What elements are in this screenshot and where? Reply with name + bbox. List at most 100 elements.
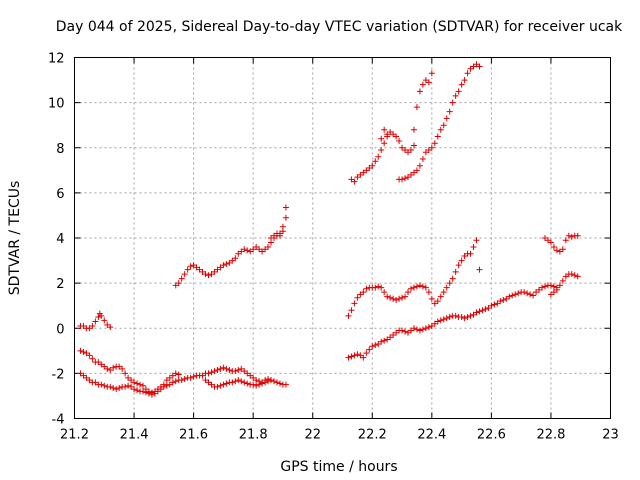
data-point [375, 283, 382, 290]
data-point [142, 389, 149, 396]
data-point [235, 366, 242, 373]
data-point [279, 228, 286, 235]
y-tick-label: 6 [56, 187, 64, 202]
data-point [175, 280, 182, 287]
data-point [446, 313, 453, 320]
data-point [416, 282, 423, 289]
y-axis-label: SDTVAR / TECUs [7, 181, 23, 296]
data-point [396, 295, 403, 302]
data-point [378, 284, 385, 291]
data-point [428, 144, 435, 151]
data-point [443, 284, 450, 291]
data-point [476, 266, 483, 273]
data-point [413, 283, 420, 290]
data-point [187, 374, 194, 381]
series-s9 [396, 61, 483, 183]
data-point [276, 232, 283, 239]
x-tick-label: 21.8 [239, 428, 268, 443]
data-point [547, 282, 554, 289]
data-point [562, 237, 569, 244]
x-axis-label: GPS time / hours [280, 459, 397, 475]
data-point [407, 285, 414, 292]
x-tick-label: 21.4 [120, 428, 149, 443]
data-point [220, 364, 227, 371]
series-s1 [77, 310, 114, 332]
data-point [413, 104, 420, 111]
data-point [232, 368, 239, 375]
data-point [458, 81, 465, 88]
data-point [223, 365, 230, 372]
data-point [282, 204, 289, 211]
x-tick-label: 22.6 [477, 428, 506, 443]
data-point [571, 272, 578, 279]
data-point [428, 70, 435, 77]
data-point [134, 387, 141, 394]
data-point [131, 386, 138, 393]
data-point [488, 302, 495, 309]
data-point [282, 214, 289, 221]
data-point [452, 268, 459, 275]
data-point [172, 378, 179, 385]
data-point [345, 354, 352, 361]
data-point [455, 262, 462, 269]
data-point [399, 327, 406, 334]
data-point [512, 291, 519, 298]
data-point [235, 377, 242, 384]
data-point [169, 379, 176, 386]
y-tick-label: 12 [48, 52, 65, 67]
data-point [434, 133, 441, 140]
data-point [497, 298, 504, 305]
data-point [253, 382, 260, 389]
data-point [98, 381, 105, 388]
data-point [348, 353, 355, 360]
data-point [178, 377, 185, 384]
data-point [464, 313, 471, 320]
data-point [372, 158, 379, 165]
data-point [407, 147, 414, 154]
series-s2 [77, 347, 182, 396]
data-point [476, 63, 483, 70]
data-point [282, 381, 289, 388]
data-point [214, 383, 221, 390]
data-point [89, 322, 96, 329]
data-point [452, 92, 459, 99]
data-point [265, 244, 272, 251]
series-s10 [410, 70, 435, 133]
series-s12 [345, 271, 581, 361]
data-point [238, 378, 245, 385]
data-point [413, 167, 420, 174]
data-point [381, 337, 388, 344]
data-point [476, 308, 483, 315]
data-point [360, 289, 367, 296]
data-point [410, 126, 417, 133]
data-point [348, 307, 355, 314]
data-points [77, 61, 581, 398]
data-point [89, 355, 96, 362]
data-point [98, 312, 105, 319]
data-point [220, 262, 227, 269]
data-point [190, 373, 197, 380]
data-point [163, 382, 170, 389]
data-point [265, 378, 272, 385]
data-point [396, 137, 403, 144]
data-point [446, 280, 453, 287]
data-point [273, 379, 280, 386]
x-tick-label: 21.2 [60, 428, 89, 443]
data-point [521, 289, 528, 296]
data-point [205, 370, 212, 377]
series-s5 [172, 214, 289, 289]
data-point [378, 135, 385, 142]
data-point [574, 273, 581, 280]
data-point [256, 381, 263, 388]
data-point [232, 255, 239, 262]
data-point [110, 364, 117, 371]
data-point [393, 133, 400, 140]
data-point [431, 140, 438, 147]
data-point [419, 81, 426, 88]
data-point [101, 382, 108, 389]
data-point [145, 390, 152, 397]
data-point [372, 342, 379, 349]
data-point [515, 290, 522, 297]
data-point [372, 284, 379, 291]
data-point [399, 294, 406, 301]
